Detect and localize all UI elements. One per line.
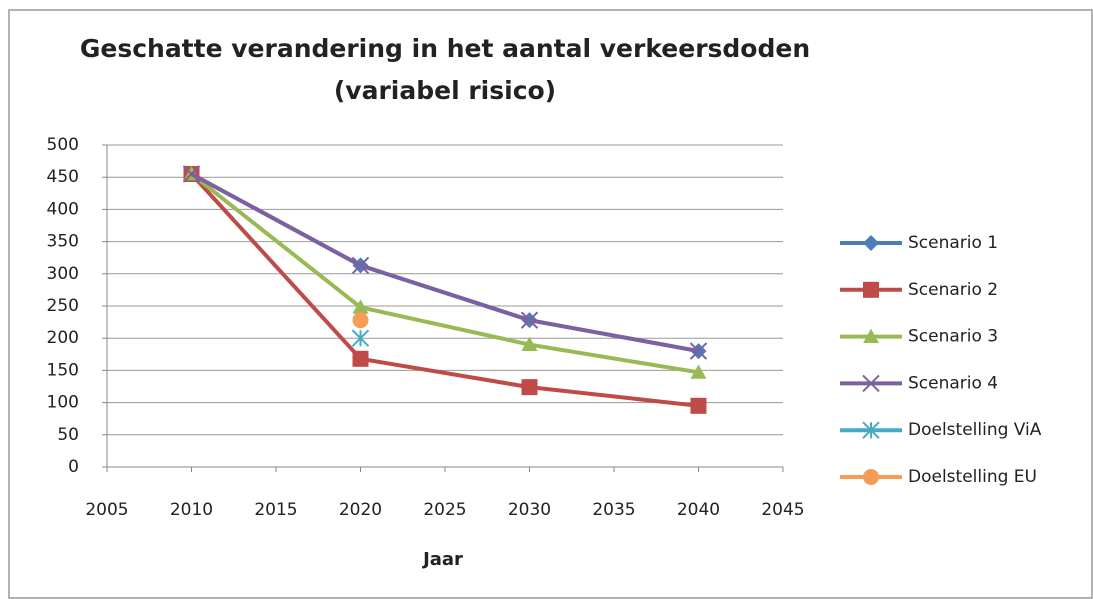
legend-marker bbox=[862, 374, 880, 393]
marker bbox=[689, 342, 708, 360]
legend-marker bbox=[863, 235, 879, 251]
marker bbox=[352, 299, 369, 314]
y-tick-label: 300 bbox=[47, 264, 79, 284]
chart-title: (variabel risico) bbox=[334, 76, 556, 105]
x-axis-title: Jaar bbox=[421, 549, 463, 570]
marker bbox=[182, 165, 201, 183]
legend-label: Scenario 2 bbox=[908, 280, 998, 300]
x-tick-label: 2045 bbox=[761, 500, 804, 520]
x-tick-label: 2030 bbox=[508, 500, 551, 520]
marker bbox=[352, 312, 369, 329]
series-line bbox=[190, 172, 699, 375]
chart-frame bbox=[8, 9, 1093, 599]
marker bbox=[690, 364, 707, 379]
marker bbox=[690, 397, 707, 414]
marker bbox=[351, 256, 370, 275]
legend-marker bbox=[862, 421, 880, 439]
y-tick-label: 100 bbox=[47, 393, 79, 413]
marker bbox=[351, 329, 370, 347]
y-tick-label: 450 bbox=[47, 167, 79, 187]
marker bbox=[352, 350, 369, 367]
y-tick-label: 50 bbox=[57, 425, 79, 445]
x-tick-label: 2010 bbox=[170, 500, 213, 520]
x-tick-label: 2015 bbox=[254, 500, 297, 520]
legend-marker bbox=[863, 281, 879, 298]
x-tick-label: 2035 bbox=[592, 500, 635, 520]
legend-label: Doelstelling EU bbox=[908, 467, 1037, 487]
x-tick-label: 2040 bbox=[677, 500, 720, 520]
legend-label: Scenario 1 bbox=[908, 233, 998, 253]
legend-marker bbox=[863, 328, 879, 343]
legend-label: Scenario 3 bbox=[908, 327, 998, 347]
y-tick-label: 350 bbox=[47, 232, 79, 252]
y-tick-label: 200 bbox=[47, 328, 79, 348]
legend-marker bbox=[863, 469, 879, 485]
marker bbox=[521, 379, 538, 396]
y-tick-label: 0 bbox=[68, 457, 79, 477]
x-tick-label: 2020 bbox=[339, 500, 382, 520]
chart-title: Geschatte verandering in het aantal verk… bbox=[80, 34, 810, 63]
y-tick-label: 500 bbox=[47, 135, 79, 155]
y-tick-label: 150 bbox=[47, 360, 79, 380]
y-tick-label: 400 bbox=[47, 199, 79, 219]
x-tick-label: 2025 bbox=[423, 500, 466, 520]
x-tick-label: 2005 bbox=[85, 500, 128, 520]
series-line bbox=[190, 172, 699, 408]
series-line bbox=[190, 172, 699, 354]
marker bbox=[521, 336, 538, 352]
legend-label: Scenario 4 bbox=[908, 373, 998, 393]
marker bbox=[520, 311, 539, 329]
legend-label: Doelstelling ViA bbox=[908, 420, 1042, 440]
y-tick-label: 250 bbox=[47, 296, 79, 316]
